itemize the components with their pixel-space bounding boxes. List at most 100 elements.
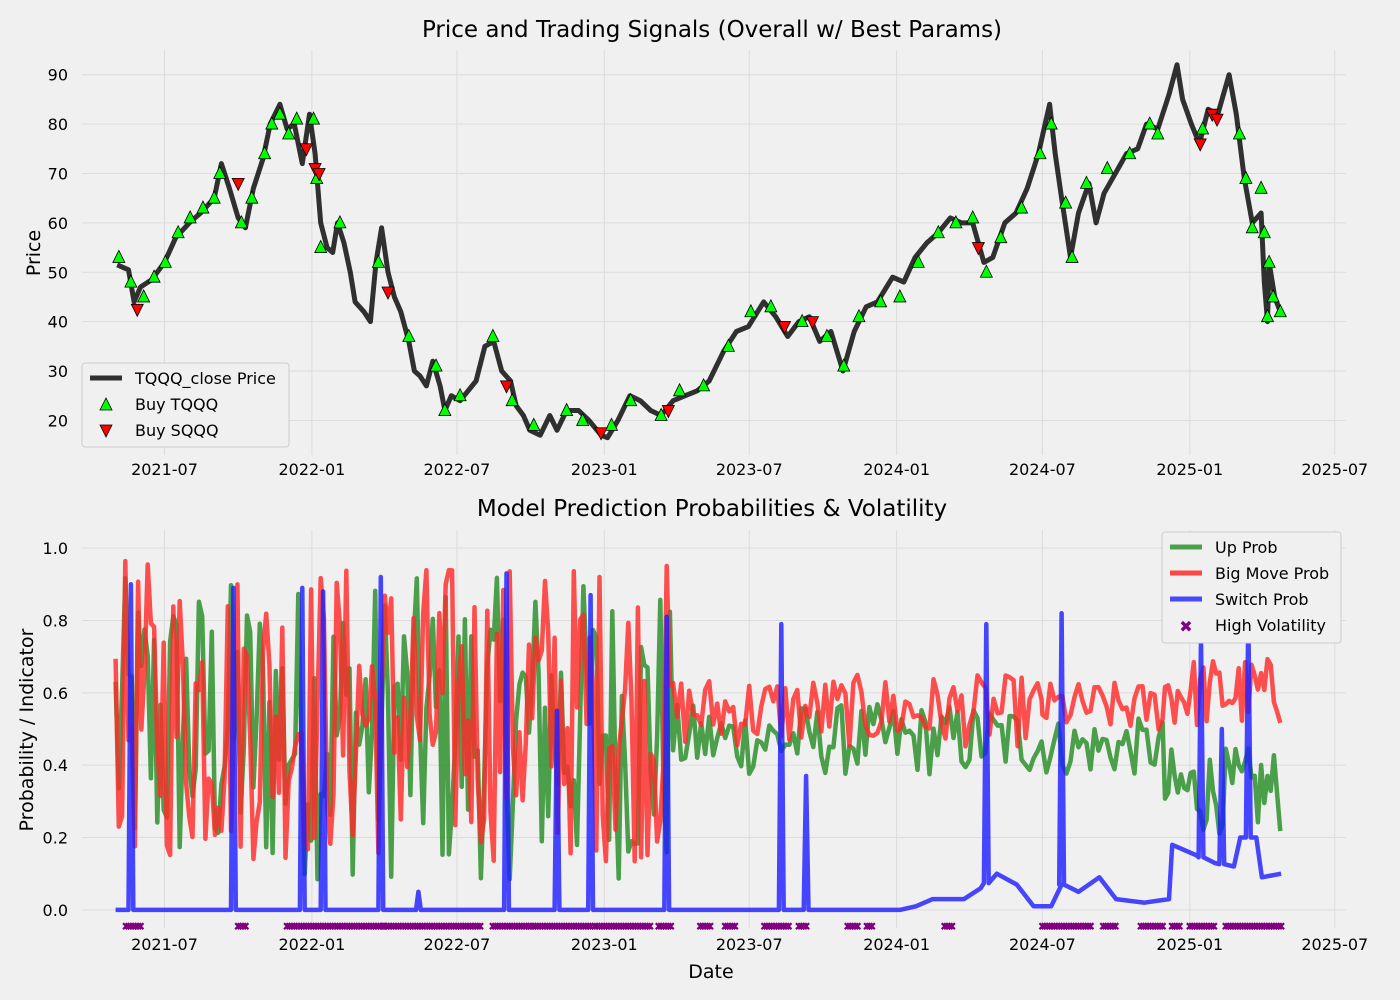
high-volatility-marker — [1158, 922, 1167, 930]
buy-tqqq-marker — [696, 377, 711, 392]
buy-sqqq-marker — [231, 177, 245, 192]
x-tick-label: 2023-07 — [716, 460, 783, 479]
high-volatility-marker — [584, 922, 593, 930]
x-tick-label: 2021-07 — [131, 460, 198, 479]
buy-tqqq-marker — [1151, 126, 1165, 140]
x-tick-label: 2024-01 — [863, 460, 930, 479]
high-volatility-marker — [703, 922, 712, 930]
legend-high-volatility-label: High Volatility — [1215, 616, 1326, 635]
buy-tqqq-marker — [213, 165, 227, 179]
high-volatility-marker — [945, 922, 954, 930]
high-volatility-marker — [664, 922, 673, 930]
probability-chart-title: Model Prediction Probabilities & Volatil… — [477, 496, 947, 522]
probability-x-axis-label: Date — [688, 961, 733, 983]
buy-tqqq-marker — [112, 249, 126, 263]
y-tick-label: 0.2 — [43, 829, 68, 848]
buy-tqqq-marker — [453, 387, 467, 402]
legend-high-volatility-marker: ✖ — [1179, 617, 1192, 636]
high-volatility-marker — [706, 922, 714, 930]
high-volatility-marker — [731, 922, 739, 930]
high-volatility-marker — [728, 922, 737, 930]
high-volatility-marker — [782, 922, 790, 930]
buy-tqqq-marker — [979, 264, 993, 278]
high-volatility-marker — [802, 922, 810, 930]
buy-tqqq-marker — [527, 417, 541, 431]
legend-buy-sqqq-label: Buy SQQQ — [135, 421, 219, 440]
high-volatility-marker — [948, 922, 956, 930]
buy-tqqq-marker — [994, 229, 1008, 244]
x-tick-label: 2024-07 — [1009, 935, 1076, 954]
high-volatility-markers — [122, 922, 1285, 930]
buy-sqqq-marker — [1210, 113, 1224, 128]
x-tick-label: 2023-01 — [571, 460, 638, 479]
buy-tqqq-markers — [112, 106, 1287, 431]
price-chart: Price and Trading Signals (Overall w/ Be… — [23, 17, 1368, 479]
buy-sqqq-markers — [130, 108, 1224, 441]
buy-tqqq-marker — [1065, 249, 1079, 263]
buy-tqqq-marker — [1239, 170, 1253, 184]
buy-tqqq-marker — [124, 274, 138, 288]
buy-sqqq-marker — [594, 427, 608, 441]
x-tick-label: 2025-01 — [1156, 935, 1223, 954]
high-volatility-marker — [853, 922, 862, 930]
y-tick-label: 0.4 — [43, 756, 68, 775]
buy-tqqq-marker — [721, 338, 736, 352]
buy-sqqq-marker — [1193, 138, 1207, 152]
buy-tqqq-marker — [795, 313, 809, 328]
x-tick-label: 2024-07 — [1009, 460, 1076, 479]
buy-tqqq-marker — [265, 116, 279, 130]
x-tick-label: 2025-01 — [1156, 460, 1223, 479]
buy-tqqq-marker — [575, 412, 590, 426]
buy-tqqq-marker — [1260, 308, 1275, 323]
high-volatility-marker — [1277, 922, 1285, 930]
y-tick-label: 50 — [48, 263, 68, 282]
price-series — [116, 62, 1283, 441]
buy-tqqq-marker — [147, 269, 161, 283]
high-volatility-marker — [1084, 922, 1092, 930]
price-legend-box — [81, 362, 290, 448]
probability-legend: Up Prob Big Move Prob Switch Prob ✖ High… — [1161, 531, 1342, 644]
x-tick-label: 2025-07 — [1301, 935, 1368, 954]
buy-tqqq-marker — [257, 145, 272, 160]
high-volatility-marker — [1274, 922, 1283, 930]
y-tick-label: 1.0 — [43, 539, 68, 558]
probability-y-axis-label: Probability / Indicator — [16, 628, 38, 831]
y-tick-label: 80 — [48, 115, 68, 134]
buy-sqqq-marker — [299, 143, 313, 157]
x-tick-label: 2021-07 — [131, 935, 198, 954]
high-volatility-marker — [1086, 922, 1095, 930]
high-volatility-marker — [1210, 922, 1218, 930]
high-volatility-marker — [1173, 922, 1181, 930]
price-x-ticks: 2021-07 2022-01 2022-07 2023-01 2023-07 2024-… — [131, 460, 1368, 479]
legend-switch-prob-label: Switch Prob — [1215, 590, 1309, 609]
buy-sqqq-marker — [381, 286, 395, 300]
high-volatility-marker — [1175, 922, 1184, 930]
high-volatility-marker — [1156, 922, 1164, 930]
price-legend: TQQQ_close Price Buy TQQQ Buy SQQQ — [81, 362, 290, 448]
switch-prob-line — [115, 571, 1282, 913]
probability-chart: Model Prediction Probabilities & Volatil… — [16, 496, 1368, 983]
high-volatility-marker — [136, 922, 145, 930]
high-volatility-marker — [134, 922, 142, 930]
probability-y-ticks: 0.0 0.2 0.4 0.6 0.8 1.0 — [43, 539, 68, 920]
legend-price-label: TQQQ_close Price — [134, 369, 276, 389]
buy-sqqq-marker — [777, 321, 792, 335]
buy-tqqq-marker — [1014, 200, 1029, 214]
high-volatility-marker — [643, 922, 652, 930]
buy-tqqq-marker — [1262, 254, 1276, 268]
buy-tqqq-marker — [949, 214, 963, 229]
x-tick-label: 2023-07 — [716, 935, 783, 954]
buy-sqqq-marker — [312, 168, 326, 182]
buy-tqqq-marker — [1266, 289, 1280, 303]
buy-tqqq-marker — [1245, 219, 1259, 234]
buy-sqqq-marker — [971, 242, 985, 256]
y-tick-label: 40 — [48, 313, 68, 332]
y-tick-label: 90 — [48, 66, 68, 85]
buy-tqqq-marker — [1044, 116, 1058, 130]
buy-tqqq-marker — [1058, 195, 1073, 209]
y-tick-label: 0.6 — [43, 684, 68, 703]
buy-tqqq-marker — [429, 358, 443, 372]
buy-tqqq-marker — [1143, 116, 1157, 130]
y-tick-label: 70 — [48, 164, 68, 183]
